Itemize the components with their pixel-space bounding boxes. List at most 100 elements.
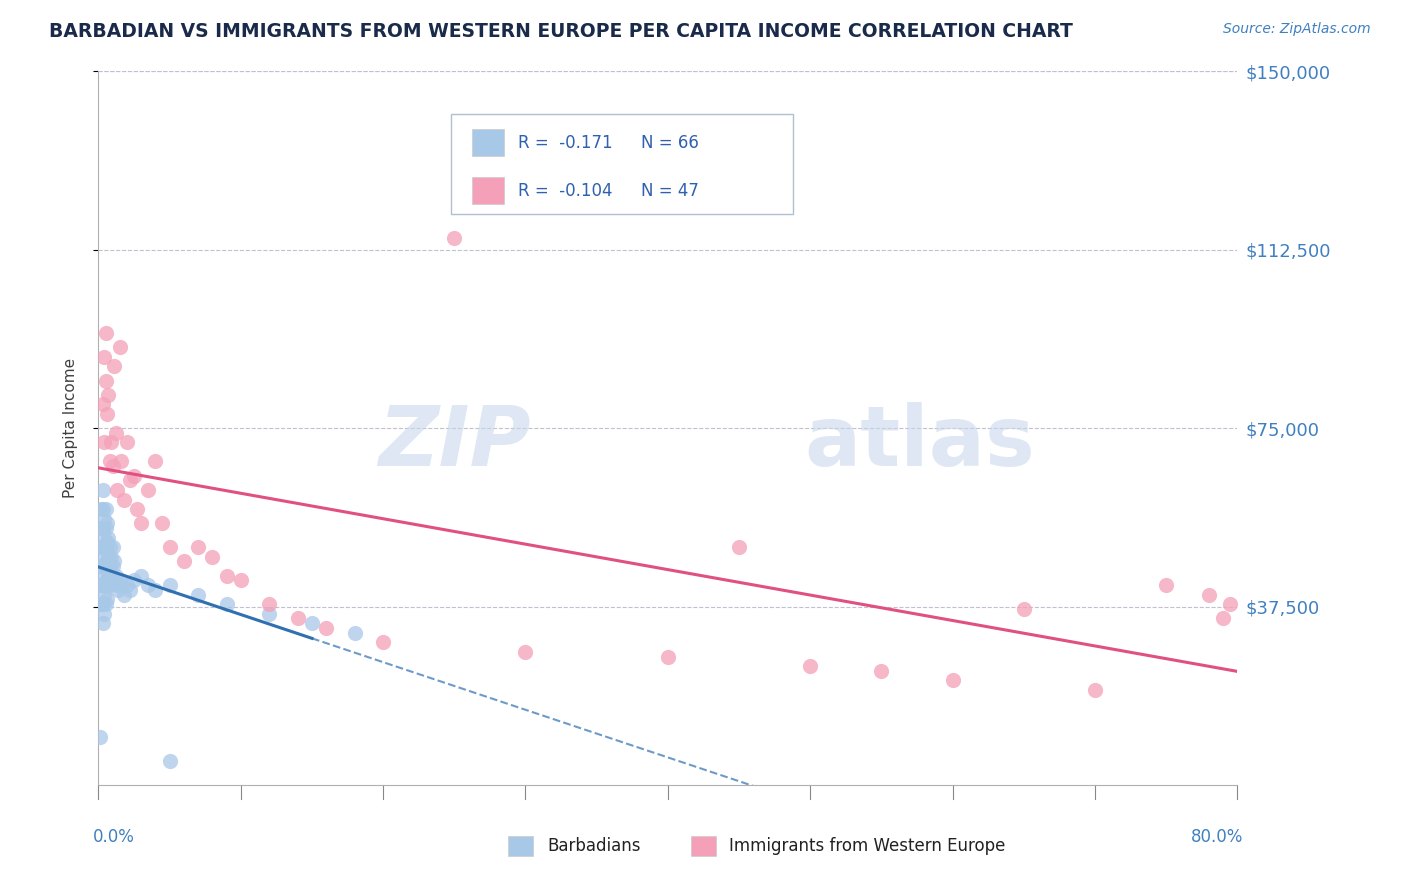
- Point: [93, 568, 115, 582]
- Point: [187, 540, 209, 554]
- Text: R =  -0.171: R = -0.171: [517, 134, 612, 152]
- Text: 80.0%: 80.0%: [1191, 828, 1243, 846]
- Point: [215, 597, 238, 611]
- Point: [98, 559, 121, 574]
- Point: [152, 516, 174, 531]
- Point: [90, 540, 112, 554]
- Point: [443, 231, 465, 245]
- Bar: [690, 837, 716, 856]
- Point: [287, 611, 309, 625]
- Point: [215, 568, 238, 582]
- Text: ZIP: ZIP: [378, 402, 531, 483]
- Point: [96, 407, 118, 421]
- Point: [94, 374, 117, 388]
- Point: [315, 621, 337, 635]
- Point: [93, 350, 115, 364]
- Point: [1219, 597, 1241, 611]
- Point: [96, 516, 118, 531]
- Point: [98, 454, 121, 468]
- Point: [173, 554, 195, 568]
- Point: [145, 582, 167, 597]
- Point: [229, 574, 252, 588]
- Point: [104, 568, 127, 582]
- Point: [91, 397, 114, 411]
- Point: [90, 578, 112, 592]
- Point: [118, 582, 141, 597]
- Point: [136, 578, 159, 592]
- Point: [187, 588, 209, 602]
- Point: [728, 540, 751, 554]
- Point: [94, 540, 117, 554]
- Point: [136, 483, 159, 497]
- Point: [110, 454, 132, 468]
- Text: Immigrants from Western Europe: Immigrants from Western Europe: [730, 838, 1005, 855]
- Point: [90, 597, 112, 611]
- Point: [101, 559, 124, 574]
- Point: [97, 388, 120, 402]
- Text: R =  -0.104: R = -0.104: [517, 182, 612, 200]
- Point: [103, 359, 125, 374]
- Point: [94, 326, 117, 340]
- Point: [96, 535, 118, 549]
- Point: [94, 578, 117, 592]
- Point: [129, 568, 152, 582]
- Point: [91, 483, 114, 497]
- Point: [373, 635, 395, 649]
- Point: [870, 664, 893, 678]
- Point: [94, 597, 117, 611]
- Bar: [472, 178, 503, 204]
- Point: [1212, 611, 1234, 625]
- Point: [97, 568, 120, 582]
- Point: [259, 607, 281, 621]
- Text: N = 66: N = 66: [641, 134, 699, 152]
- Point: [93, 511, 115, 525]
- Point: [100, 549, 122, 564]
- Point: [115, 435, 138, 450]
- Point: [159, 540, 181, 554]
- Point: [93, 531, 115, 545]
- Point: [103, 554, 125, 568]
- Point: [159, 754, 181, 768]
- Point: [1154, 578, 1177, 592]
- Text: Source: ZipAtlas.com: Source: ZipAtlas.com: [1223, 22, 1371, 37]
- Point: [93, 607, 115, 621]
- Point: [343, 625, 366, 640]
- Point: [96, 574, 118, 588]
- Point: [159, 578, 181, 592]
- Point: [201, 549, 224, 564]
- Point: [93, 435, 115, 450]
- Point: [125, 502, 148, 516]
- Point: [115, 578, 138, 592]
- Point: [1084, 682, 1107, 697]
- Bar: [472, 129, 503, 156]
- Point: [90, 502, 112, 516]
- Point: [97, 531, 120, 545]
- Point: [91, 578, 114, 592]
- Point: [515, 645, 537, 659]
- Point: [104, 425, 127, 440]
- Point: [101, 540, 124, 554]
- Point: [96, 554, 118, 568]
- Point: [657, 649, 679, 664]
- FancyBboxPatch shape: [451, 114, 793, 214]
- Point: [94, 502, 117, 516]
- Point: [97, 549, 120, 564]
- Point: [91, 540, 114, 554]
- Text: atlas: atlas: [804, 402, 1035, 483]
- Point: [112, 588, 135, 602]
- Text: BARBADIAN VS IMMIGRANTS FROM WESTERN EUROPE PER CAPITA INCOME CORRELATION CHART: BARBADIAN VS IMMIGRANTS FROM WESTERN EUR…: [49, 22, 1073, 41]
- Point: [1012, 602, 1035, 616]
- Y-axis label: Per Capita Income: Per Capita Income: [63, 358, 77, 499]
- Point: [107, 582, 129, 597]
- Point: [129, 516, 152, 531]
- Point: [89, 597, 111, 611]
- Point: [93, 588, 115, 602]
- Point: [112, 492, 135, 507]
- Point: [105, 483, 128, 497]
- Point: [100, 568, 122, 582]
- Point: [89, 578, 111, 592]
- Point: [89, 540, 111, 554]
- Point: [91, 616, 114, 631]
- Point: [145, 454, 167, 468]
- Point: [105, 578, 128, 592]
